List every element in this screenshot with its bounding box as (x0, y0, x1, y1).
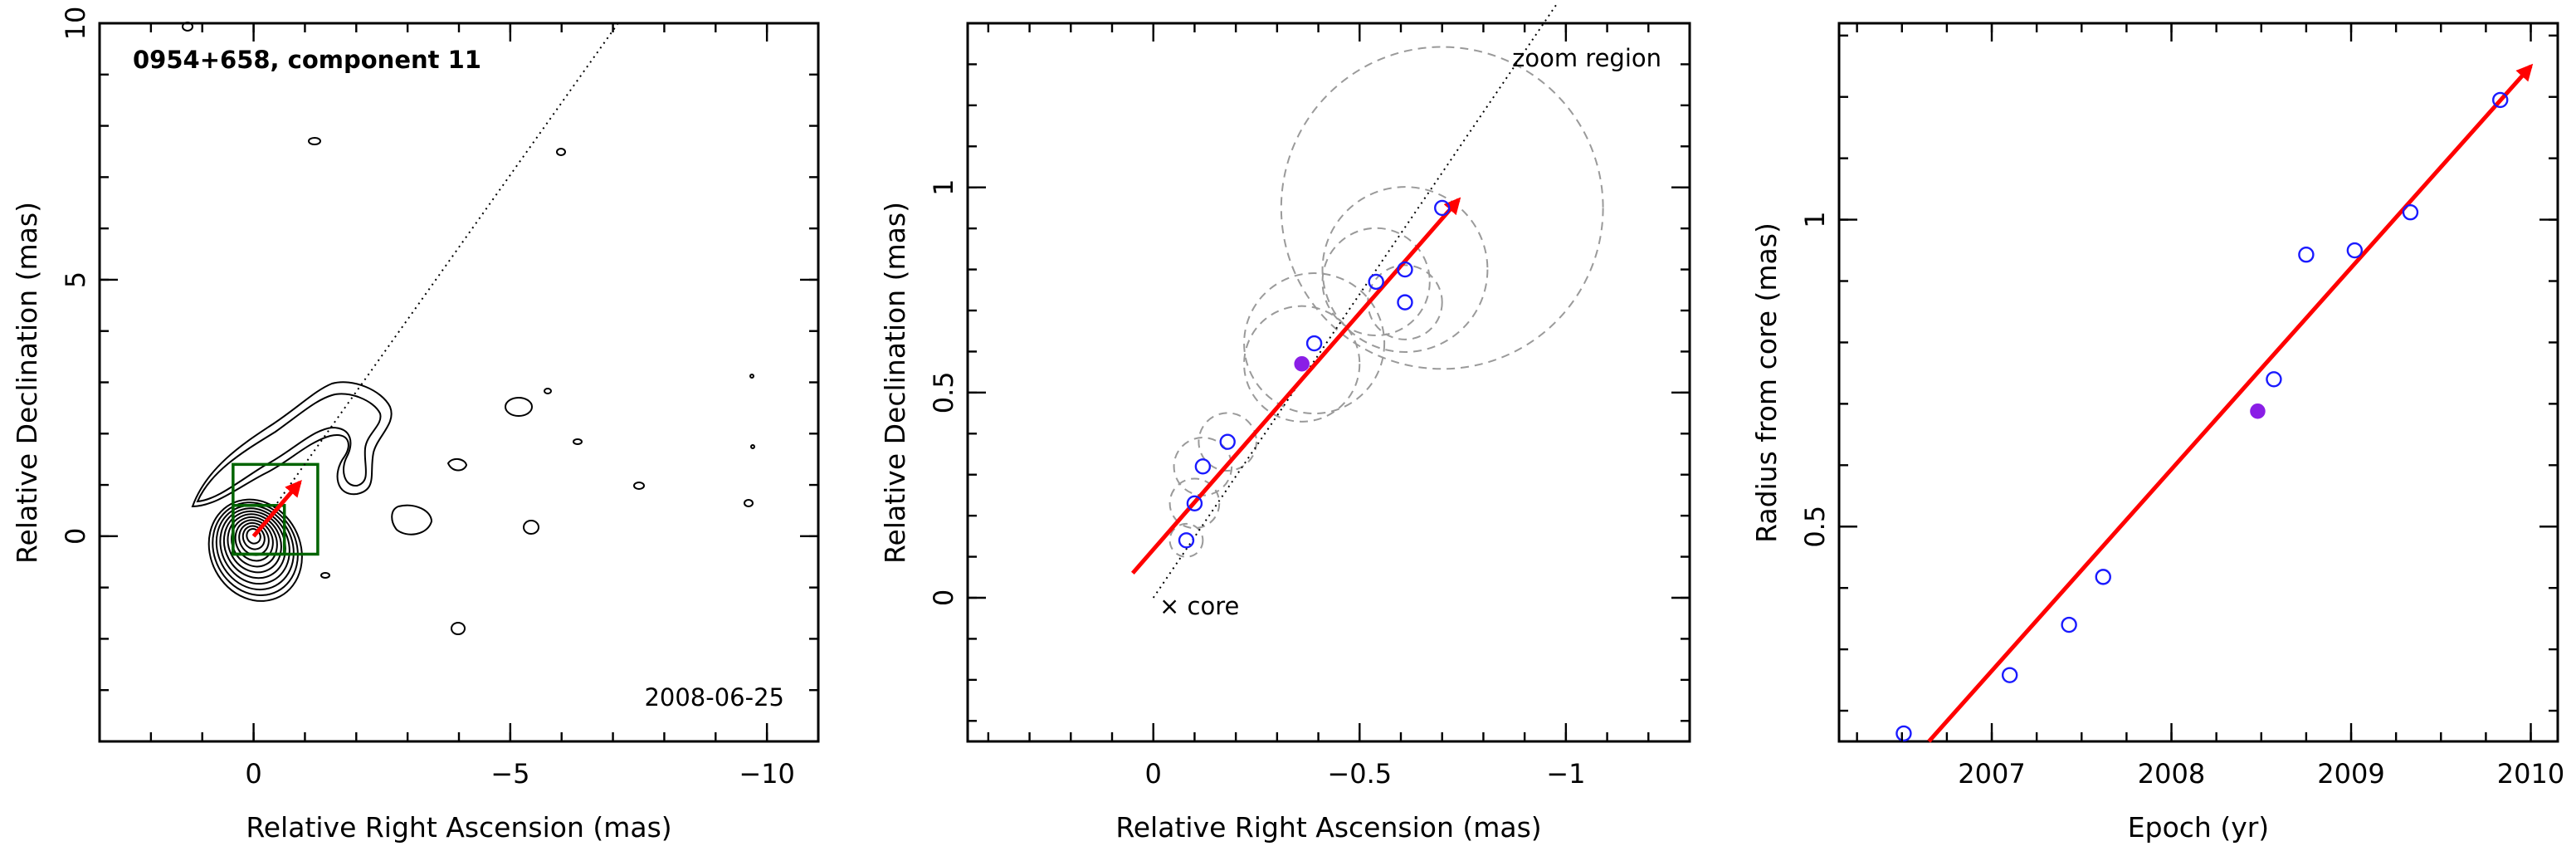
noise-contour (633, 482, 645, 490)
position-point-current (1294, 356, 1310, 372)
velocity-arrow (251, 479, 302, 538)
noise-contour (320, 572, 330, 579)
error-circle (1243, 305, 1361, 423)
error-circle (1243, 272, 1386, 415)
x-tick-label: 0 (1145, 758, 1162, 790)
y-tick-label: 10 (60, 7, 91, 41)
position-point (1434, 199, 1451, 217)
radius-point (2061, 616, 2077, 633)
velocity-arrow (1130, 197, 1461, 575)
noise-contour (523, 520, 539, 535)
panel-contour-map: 0 −5 −10 0 5 10 0954+658, component 11 2008-0… (11, 7, 820, 844)
radius-point (2266, 371, 2282, 388)
panel2-ticks: 0 −0.5 −1 0 0.5 1 (928, 22, 1691, 790)
fit-arrow (1927, 63, 2534, 743)
panel3-ticks: 2007 2008 2009 2010 0.5 1 (1799, 23, 2564, 790)
source-title: 0954+658, component 11 (133, 46, 481, 74)
panel-zoom: 0 −0.5 −1 0 0.5 1 × core zoom region Relative… (879, 2, 1691, 844)
core-contour (234, 519, 274, 562)
noise-contour (749, 374, 754, 379)
noise-contour (750, 444, 755, 449)
panel1-ylabel: Relative Declination (mas) (11, 202, 43, 564)
panel-radius-epoch: 2007 2008 2009 2010 0.5 1 Epoch (yr) Radius f… (1750, 22, 2564, 844)
noise-contour (556, 148, 566, 156)
position-point (1397, 294, 1413, 311)
core-contour (207, 498, 303, 602)
noise-contour (451, 622, 466, 635)
position-point (1397, 261, 1413, 278)
core-contour (242, 525, 266, 550)
error-circle (1168, 477, 1221, 530)
y-tick-label: 0 (928, 589, 959, 606)
component-positions (1178, 199, 1451, 549)
radius-points (1895, 91, 2509, 742)
core-label: × core (1159, 592, 1239, 620)
jet-contour (391, 504, 433, 536)
noise-contour (505, 397, 533, 417)
panel2-frame (966, 22, 1691, 743)
y-tick-label: 0.5 (928, 371, 959, 413)
x-tick-label: 0 (245, 758, 261, 790)
zoom-region-label: zoom region (1512, 44, 1661, 72)
error-circles (1168, 46, 1604, 558)
radius-point (2402, 204, 2419, 221)
jet-contour (446, 458, 468, 472)
error-circle (1168, 522, 1204, 558)
y-tick-label: 5 (60, 271, 91, 288)
y-tick-label: 0.5 (1799, 506, 1831, 548)
jet-contour (196, 393, 382, 503)
jet-contour (191, 381, 393, 508)
position-point (1305, 335, 1323, 352)
radio-contours (182, 22, 755, 635)
radius-point (2492, 91, 2509, 109)
radius-point (2346, 242, 2364, 259)
x-tick-label: −1 (1546, 758, 1585, 790)
x-tick-label: −10 (739, 758, 795, 790)
position-point (1219, 433, 1236, 450)
radius-point (2095, 569, 2111, 585)
error-circle (1280, 46, 1604, 370)
x-tick-label: −0.5 (1327, 758, 1392, 790)
x-tick-label: 2007 (1958, 758, 2025, 790)
zoom-box-inner (232, 504, 286, 556)
panel1-ticks: 0 −5 −10 0 5 10 (60, 7, 820, 790)
radius-point (2001, 667, 2018, 683)
error-circle (1198, 412, 1257, 472)
radius-point (1895, 725, 1912, 742)
panel3-ylabel: Radius from core (mas) (1750, 223, 1783, 543)
core-contour (222, 510, 286, 580)
epoch-date-label: 2008-06-25 (644, 683, 784, 712)
noise-contour (744, 499, 754, 507)
x-tick-label: 2008 (2138, 758, 2205, 790)
core-contour (215, 504, 295, 591)
position-point (1186, 495, 1203, 512)
error-circle (1321, 186, 1489, 354)
x-tick-label: −5 (490, 758, 529, 790)
panel3-xlabel: Epoch (yr) (2128, 811, 2269, 844)
noise-contour (308, 137, 321, 145)
position-point (1368, 273, 1384, 291)
trajectory-line (1152, 2, 1559, 599)
noise-contour (544, 388, 552, 394)
x-tick-label: 2009 (2317, 758, 2384, 790)
position-point (1194, 458, 1212, 475)
panel3-frame (1837, 22, 2559, 743)
error-circle (1321, 227, 1431, 337)
trajectory-line (252, 22, 619, 537)
core-contour (231, 516, 278, 568)
y-tick-label: 1 (928, 179, 959, 196)
panel2-xlabel: Relative Right Ascension (mas) (1115, 811, 1541, 844)
radius-point-current (2250, 403, 2266, 419)
x-tick-label: 2010 (2497, 758, 2564, 790)
y-tick-label: 0 (60, 528, 91, 545)
panel1-xlabel: Relative Right Ascension (mas) (246, 811, 671, 844)
panel2-ylabel: Relative Declination (mas) (879, 202, 911, 564)
core-contour (246, 528, 261, 545)
radius-point (2298, 247, 2315, 263)
noise-contour (182, 22, 193, 32)
y-tick-label: 1 (1799, 211, 1831, 227)
noise-contour (573, 438, 583, 445)
position-point (1178, 532, 1195, 549)
